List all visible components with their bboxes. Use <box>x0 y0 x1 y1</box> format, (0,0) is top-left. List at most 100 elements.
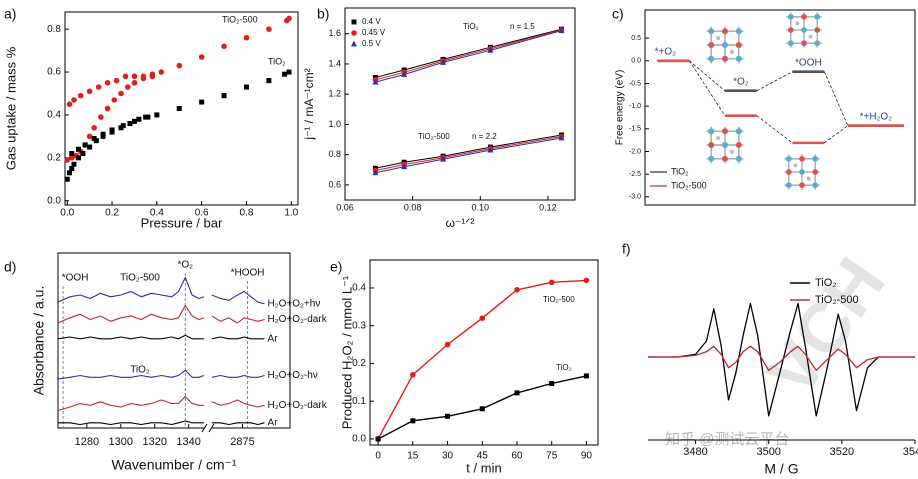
annotation: *HOOH <box>231 268 265 279</box>
data-point <box>266 78 272 84</box>
spectrum-line <box>211 336 265 340</box>
data-point <box>158 69 165 75</box>
y-axis-label: Produced H₂O₂ / mmol L⁻¹ <box>339 275 354 429</box>
x-tick-label: 15 <box>407 451 419 462</box>
data-point <box>86 133 93 140</box>
data-point <box>131 118 137 124</box>
y-axis-label: Absorbance / a.u. <box>31 286 47 396</box>
spectrum-line <box>57 334 204 340</box>
data-point <box>479 406 485 412</box>
data-point <box>120 123 126 129</box>
data-point <box>410 371 416 378</box>
group-label: TiO₂ <box>463 22 479 31</box>
x-tick-label: 0.10 <box>472 202 490 212</box>
data-point <box>69 166 75 172</box>
state-label: *+O₂ <box>655 46 677 57</box>
data-point <box>479 315 486 321</box>
data-point <box>66 170 72 176</box>
structure-image <box>705 125 745 165</box>
data-point <box>69 151 75 157</box>
legend-label: 0.5 V <box>362 39 381 48</box>
data-point <box>80 151 86 157</box>
spectrum-line <box>57 369 205 380</box>
y-tick-label: 0.6 <box>47 67 61 78</box>
data-point <box>71 161 77 167</box>
data-point <box>558 134 565 141</box>
data-point <box>66 101 73 108</box>
data-point <box>91 136 97 142</box>
x-tick-label: 0.8 <box>240 208 254 219</box>
y-axis-label: Free energy (eV) <box>615 70 626 146</box>
y-tick-label: 0.4 <box>47 110 61 121</box>
data-point <box>104 79 111 86</box>
spectrum-line <box>57 276 205 303</box>
data-point <box>401 163 408 170</box>
axis-break-mark <box>208 423 215 433</box>
legend-marker <box>351 40 357 47</box>
data-point <box>372 78 379 85</box>
group-label: TiO₂-500 <box>418 132 450 141</box>
y-tick-label: 1.6 <box>328 28 341 38</box>
data-point <box>118 90 124 97</box>
x-tick-label: 1300 <box>109 436 133 448</box>
x-tick-label: 2875 <box>230 436 254 448</box>
data-point <box>95 84 102 90</box>
connector <box>824 125 849 144</box>
x-tick-label: 3500 <box>756 446 780 458</box>
plot-frame <box>369 259 599 446</box>
x-tick-label: 1340 <box>176 436 200 448</box>
y-tick-label: 0.6 <box>328 179 341 189</box>
data-point <box>440 155 447 162</box>
x-tick-label: 0.4 <box>150 208 164 219</box>
data-point <box>98 114 104 120</box>
plot-frame <box>64 11 299 206</box>
legend-marker <box>351 19 357 25</box>
data-point <box>266 26 272 32</box>
y-tick-label: 0.8 <box>328 149 341 159</box>
data-point <box>131 79 138 86</box>
connector <box>756 115 793 144</box>
axis-break <box>203 423 212 433</box>
panel-label: a) <box>4 6 16 22</box>
data-point <box>282 71 288 77</box>
structure-image <box>783 153 821 191</box>
x-axis-label: Pressure / bar <box>141 215 223 230</box>
spectrum-line <box>211 399 265 408</box>
data-point <box>548 279 555 286</box>
y-tick-label: 0.0 <box>352 434 366 445</box>
structure-image <box>705 25 745 65</box>
legend-label: TiO₂-500 <box>815 294 859 306</box>
panel-label: e) <box>330 259 342 275</box>
data-point <box>372 169 379 176</box>
spectrum-line <box>58 420 204 426</box>
panel-label: d) <box>4 259 16 275</box>
connector <box>823 71 849 126</box>
series-label: TiO₂ <box>556 363 572 372</box>
spectrum-line <box>211 422 265 426</box>
data-point <box>91 125 97 131</box>
group-label: TiO₂ <box>130 365 150 376</box>
data-point <box>82 142 88 148</box>
connector <box>689 60 726 116</box>
data-point <box>136 116 142 122</box>
legend-label: 0.4 V <box>362 17 381 26</box>
x-tick-label: 0.6 <box>195 208 209 219</box>
data-point <box>87 144 93 150</box>
data-point <box>64 157 71 163</box>
x-tick-label: 30 <box>442 451 454 462</box>
series-label: TiO₂-500 <box>222 14 258 24</box>
trace-label: H₂O+O₂-dark <box>268 314 328 325</box>
watermark: VCH <box>751 244 900 410</box>
y-tick-label: 0.5 <box>631 35 641 42</box>
y-axis-label: j⁻¹ / mA⁻¹cm² <box>302 68 316 140</box>
x-tick-label: 1320 <box>142 436 166 448</box>
spectrum-line <box>211 315 265 324</box>
y-tick-label: 0.0 <box>47 195 61 206</box>
spectrum-line <box>57 395 204 412</box>
data-point <box>375 436 381 442</box>
y-tick-label: 0.2 <box>47 152 61 163</box>
data-point <box>75 155 81 161</box>
legend-label: TiO₂-500 <box>671 180 707 190</box>
data-point <box>131 73 138 80</box>
